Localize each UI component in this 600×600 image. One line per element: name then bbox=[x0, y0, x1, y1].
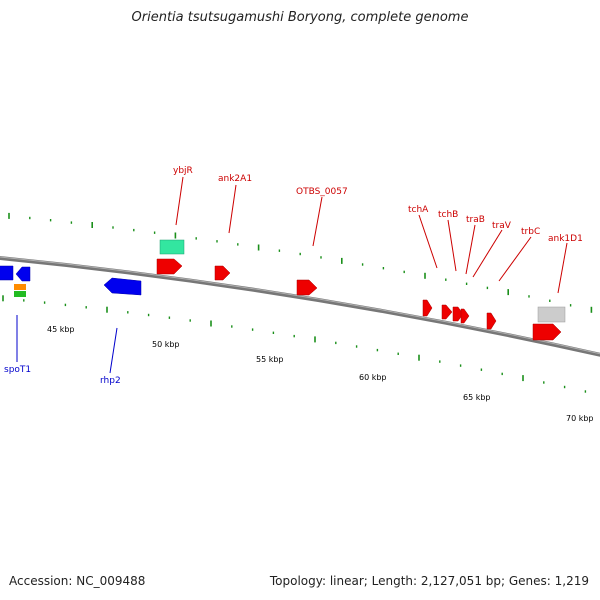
upper-tick-track bbox=[8, 212, 593, 313]
forward-gene-arrow[interactable] bbox=[452, 306, 464, 322]
gene-label-rhp2[interactable]: rhp2 bbox=[100, 376, 121, 386]
scale-label-60kbp: 60 kbp bbox=[359, 373, 387, 382]
forward-label-lines bbox=[175, 176, 568, 294]
forward-gene-arrow[interactable] bbox=[422, 299, 433, 317]
gene-label-ank2A1[interactable]: ank2A1 bbox=[218, 174, 252, 184]
genome-backbone bbox=[0, 255, 600, 357]
lower-tick-track bbox=[2, 295, 587, 393]
gene-label-traB[interactable]: traB bbox=[466, 215, 485, 225]
rhp2-gene-arrow[interactable] bbox=[103, 277, 142, 296]
scale-label-50kbp: 50 kbp bbox=[152, 340, 180, 349]
genome-summary: Topology: linear; Length: 2,127,051 bp; … bbox=[269, 574, 589, 588]
gene-label-tchB[interactable]: tchB bbox=[438, 210, 458, 220]
forward-gene-arrow[interactable] bbox=[214, 265, 231, 281]
gene-label-tchA[interactable]: tchA bbox=[408, 205, 429, 215]
forward-gene-arrow[interactable] bbox=[486, 312, 497, 330]
gene-label-spoT1[interactable]: spoT1 bbox=[4, 365, 31, 375]
reverse-label-lines bbox=[16, 315, 118, 374]
accession-label: Accession: NC_009488 bbox=[9, 574, 146, 588]
forward-gene-arrow[interactable] bbox=[296, 279, 318, 296]
grey-feature[interactable] bbox=[537, 306, 566, 323]
forward-gene-arrow[interactable] bbox=[460, 308, 470, 324]
gene-label-OTBS_0057[interactable]: OTBS_0057 bbox=[296, 187, 348, 197]
gene-label-ank1D1[interactable]: ank1D1 bbox=[548, 234, 583, 244]
teal-feature[interactable] bbox=[159, 239, 185, 255]
genome-backbone-highlight bbox=[0, 256, 600, 355]
scale-label-70kbp: 70 kbp bbox=[566, 414, 594, 423]
forward-gene-arrow[interactable] bbox=[156, 258, 183, 275]
gene-label-traV[interactable]: traV bbox=[492, 221, 512, 231]
reverse-gene-arrow[interactable] bbox=[0, 265, 14, 281]
forward-gene-arrow[interactable] bbox=[532, 323, 562, 341]
map-title: Orientia tsutsugamushi Boryong, complete… bbox=[131, 10, 469, 25]
reverse-gene-arrow[interactable] bbox=[15, 266, 31, 282]
gene-label-trbC[interactable]: trbC bbox=[521, 227, 540, 237]
forward-gene-arrow[interactable] bbox=[441, 304, 453, 320]
scale-label-55kbp: 55 kbp bbox=[256, 355, 284, 364]
green-feature[interactable] bbox=[14, 291, 26, 297]
orange-feature[interactable] bbox=[14, 284, 26, 290]
scale-label-65kbp: 65 kbp bbox=[463, 393, 491, 402]
scale-label-45kbp: 45 kbp bbox=[47, 325, 75, 334]
gene-label-ybjR[interactable]: ybjR bbox=[173, 166, 193, 176]
